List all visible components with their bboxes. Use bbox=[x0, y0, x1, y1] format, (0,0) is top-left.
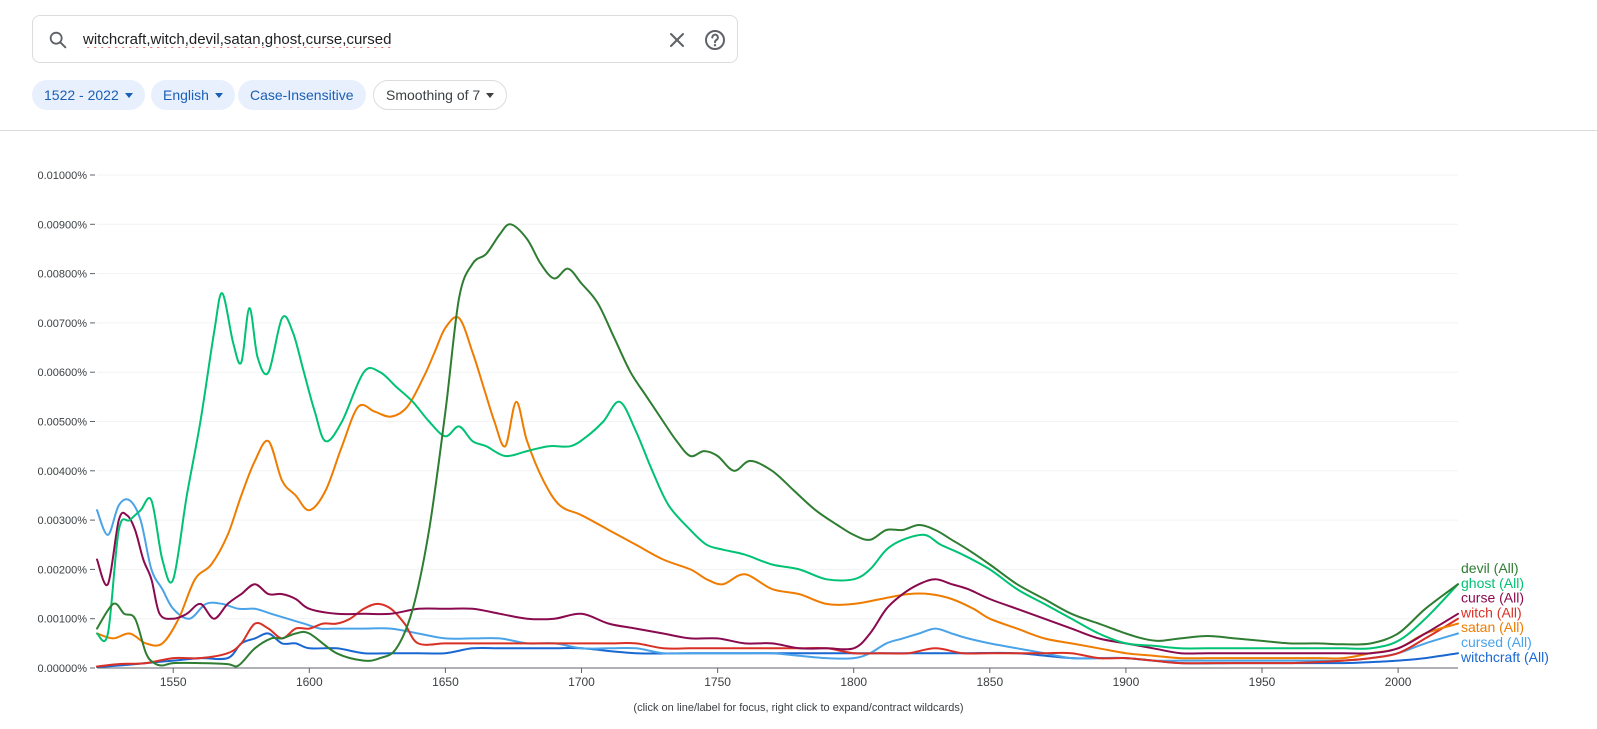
y-tick-label: 0.00900% bbox=[37, 219, 87, 231]
smoothing-dropdown[interactable]: Smoothing of 7 bbox=[373, 80, 508, 110]
x-tick-label: 1800 bbox=[840, 675, 867, 689]
series-line-witchcraft[interactable] bbox=[96, 632, 1459, 668]
series-line-ghost[interactable] bbox=[96, 292, 1459, 650]
legend-label-cursed[interactable]: cursed (All) bbox=[1461, 634, 1532, 650]
ngram-chart: 0.00000% 0.00100% 0.00200% 0.00300% 0.00400%… bbox=[37, 170, 1549, 689]
x-tick-label: 1850 bbox=[976, 675, 1003, 689]
divider bbox=[0, 130, 1597, 131]
y-tick-label: 0.00800% bbox=[37, 269, 87, 281]
legend-label-curse[interactable]: curse (All) bbox=[1461, 590, 1524, 606]
search-box[interactable] bbox=[32, 15, 738, 63]
x-tick-label: 1700 bbox=[568, 675, 595, 689]
series-line-satan[interactable] bbox=[96, 316, 1459, 660]
series-line-devil[interactable] bbox=[96, 223, 1459, 668]
y-tick-label: 0.00000% bbox=[37, 663, 87, 675]
x-tick-label: 1900 bbox=[1113, 675, 1140, 689]
search-icon bbox=[49, 31, 67, 49]
x-tick-label: 1750 bbox=[704, 675, 731, 689]
legend-label-ghost[interactable]: ghost (All) bbox=[1461, 575, 1524, 591]
y-tick-label: 0.00200% bbox=[37, 564, 87, 576]
y-tick-label: 0.00100% bbox=[37, 614, 87, 626]
axis-layer: 0.00000% 0.00100% 0.00200% 0.00300% 0.00400%… bbox=[37, 170, 1458, 689]
y-tick-label: 0.00600% bbox=[37, 367, 87, 379]
year-range-dropdown[interactable]: 1522 - 2022 bbox=[32, 80, 145, 110]
legend-label-satan[interactable]: satan (All) bbox=[1461, 619, 1524, 635]
y-tick-label: 0.00500% bbox=[37, 417, 87, 429]
year-range-label: 1522 - 2022 bbox=[44, 87, 119, 103]
search-input[interactable] bbox=[83, 26, 643, 52]
clear-icon[interactable] bbox=[665, 28, 689, 52]
x-tick-label: 2000 bbox=[1385, 675, 1412, 689]
series-line-cursed[interactable] bbox=[96, 498, 1459, 662]
x-tick-label: 1650 bbox=[432, 675, 459, 689]
y-tick-label: 0.00400% bbox=[37, 466, 87, 478]
y-tick-label: 0.00300% bbox=[37, 515, 87, 527]
legend-layer[interactable]: devil (All)ghost (All)curse (All)witch (… bbox=[1460, 560, 1549, 665]
y-tick-label: 0.00700% bbox=[37, 318, 87, 330]
series-line-curse[interactable] bbox=[96, 511, 1459, 655]
series-layer[interactable] bbox=[96, 223, 1459, 668]
case-label: Case-Insensitive bbox=[250, 87, 354, 103]
x-tick-label: 1950 bbox=[1249, 675, 1276, 689]
legend-label-witch[interactable]: witch (All) bbox=[1460, 604, 1522, 620]
grid-layer bbox=[97, 174, 1458, 620]
chevron-down-icon bbox=[214, 92, 223, 98]
series-line-witch[interactable] bbox=[96, 602, 1459, 668]
y-tick-label: 0.01000% bbox=[37, 170, 87, 182]
case-toggle[interactable]: Case-Insensitive bbox=[238, 80, 366, 110]
chevron-down-icon bbox=[124, 92, 133, 98]
corpus-dropdown[interactable]: English bbox=[151, 80, 235, 110]
corpus-label: English bbox=[163, 87, 209, 103]
chevron-down-icon bbox=[486, 92, 495, 98]
legend-label-devil[interactable]: devil (All) bbox=[1461, 560, 1519, 576]
help-icon[interactable] bbox=[703, 28, 727, 52]
smoothing-label: Smoothing of 7 bbox=[386, 87, 481, 103]
x-tick-label: 1550 bbox=[160, 675, 187, 689]
x-tick-label: 1600 bbox=[296, 675, 323, 689]
legend-label-witchcraft[interactable]: witchcraft (All) bbox=[1460, 649, 1549, 665]
footer-note: (click on line/label for focus, right cl… bbox=[633, 702, 964, 714]
